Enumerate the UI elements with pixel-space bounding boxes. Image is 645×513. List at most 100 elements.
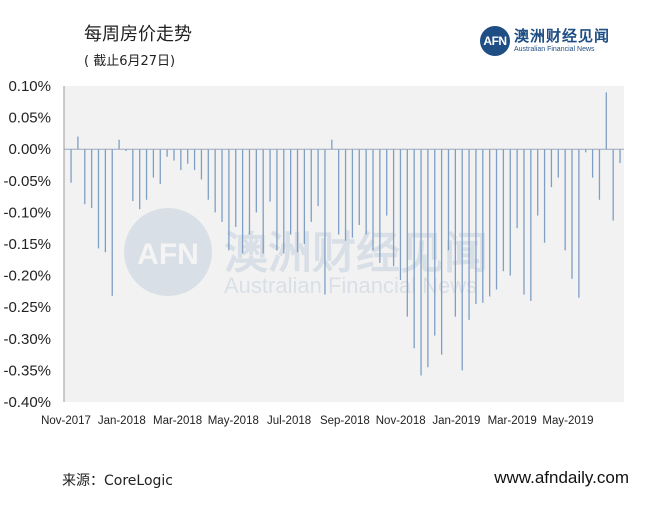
x-tick-label: Jul-2018 [267,415,311,427]
bar [598,149,601,200]
bar [523,149,525,295]
bar [310,149,312,222]
y-tick-label: -0.40% [3,394,51,411]
bar [269,149,271,202]
bar [290,149,292,235]
bar-series [70,92,621,376]
bar [70,149,72,183]
bar [440,149,443,355]
bar [173,149,175,161]
bar [358,149,360,226]
bar [207,149,209,200]
bar [248,149,251,235]
bar [454,149,456,317]
bar [461,149,463,371]
bar [434,149,436,336]
bar [166,149,168,157]
bar [159,149,161,184]
watermark-logo-icon [124,208,212,296]
x-tick-label: Mar-2018 [153,415,202,427]
y-tick-label: 0.10% [8,78,51,95]
afn-logo-icon: AFN [480,26,510,56]
bar [612,149,614,221]
bar [619,149,621,164]
bar [296,149,299,253]
bar [413,149,415,349]
bar [392,149,395,267]
bar [235,149,237,227]
bar [420,149,422,376]
y-tick-label: -0.05% [3,173,51,190]
x-tick-label: Jan-2018 [98,415,146,427]
y-tick-label: -0.30% [3,331,51,348]
watermark-logo-text: AFN [137,238,199,271]
bar [193,149,196,171]
bar [139,149,141,210]
chart-title: 每周房价走势 [84,24,192,45]
bar [221,149,223,222]
bar [187,149,189,164]
bar [489,149,491,297]
bar [132,149,134,202]
bar [365,149,367,235]
bar [97,149,100,249]
x-tick-label: Nov-2017 [41,415,91,427]
bar [399,149,402,281]
watermark-name-cn: 澳洲财经见闻 [224,228,488,279]
bar [386,149,388,216]
bar [104,149,107,253]
bar [379,149,381,263]
bar [543,149,546,243]
bar [111,149,113,296]
y-tick-label: -0.25% [3,299,51,316]
bar [317,149,319,207]
bar [564,149,566,251]
bar [537,149,539,216]
bar [502,149,505,272]
brand-name-cn: 澳洲财经见闻 [514,27,611,45]
brand-logo: AFN 澳洲财经见闻 Australian Financial News [480,26,610,56]
source-note: 来源：CoreLogic [62,473,173,489]
bar [372,149,374,251]
bar [214,149,216,213]
bar [447,149,450,251]
bar [571,149,573,279]
bar [475,149,477,305]
bar [344,149,347,241]
x-axis-ticks: Nov-2017 Jan-2018 Mar-2018 May-2018 Jul-2018… [41,415,594,427]
y-tick-label: -0.35% [3,362,51,379]
bar [331,139,333,150]
bar [241,149,244,254]
bar [262,149,264,254]
bar [468,149,470,320]
y-axis-ticks: 0.10% 0.05% 0.00% -0.05% -0.10% -0.15% -0.20% -… [3,78,51,411]
bar [585,149,587,153]
bar [482,149,484,303]
bar [303,149,306,244]
x-tick-label: Jan-2019 [432,415,480,427]
bar [283,149,285,254]
bar [84,149,86,205]
y-tick-label: -0.15% [3,236,51,253]
y-tick-label: -0.10% [3,204,51,221]
bar [118,139,120,150]
bar [406,149,408,317]
bar [125,149,127,152]
bar [152,149,155,178]
bar [427,149,429,368]
website-link[interactable]: www.afndaily.com [494,468,629,487]
bar [90,149,93,208]
bar [605,92,607,150]
bar [530,149,532,301]
y-tick-label: 0.00% [8,141,51,158]
x-tick-label: Sep-2018 [320,415,370,427]
x-tick-label: May-2018 [208,415,259,427]
watermark-name-en: Australian Financial News [224,273,477,298]
bar [338,149,340,235]
bar [145,149,148,200]
bar [495,149,498,290]
bar [509,149,511,276]
brand-name-en: Australian Financial News [514,46,595,53]
y-tick-label: -0.20% [3,268,51,285]
